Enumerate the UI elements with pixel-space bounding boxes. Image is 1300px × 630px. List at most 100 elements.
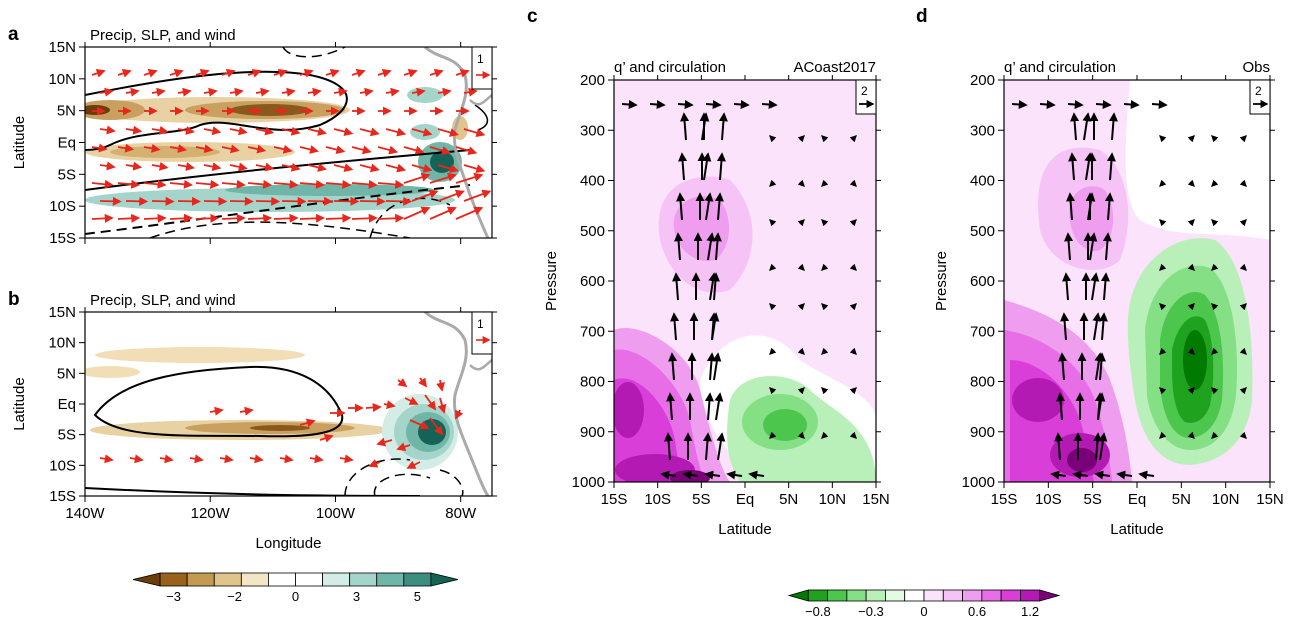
vector-arrow [1187, 387, 1195, 395]
vector-arrow [404, 396, 419, 405]
y-tick-label: 5S [58, 427, 76, 444]
vector-arrow [307, 163, 327, 172]
vector-arrow [700, 112, 710, 141]
vector-arrow [1098, 432, 1108, 461]
y-tick-label: 15N [48, 304, 76, 321]
vector-arrow [797, 263, 805, 271]
y-tick-label: 900 [580, 424, 605, 441]
vector-arrow [677, 99, 694, 109]
wind-vectors [99, 377, 464, 469]
vector-arrow [1082, 112, 1092, 141]
vector-arrow [309, 454, 324, 464]
vector-arrow [247, 213, 273, 223]
vector-arrow [397, 378, 408, 388]
vector-arrow [674, 232, 684, 261]
vector-arrow [125, 196, 149, 206]
vector-arrow [377, 69, 392, 78]
vector-arrow [849, 431, 857, 439]
panel-c: c q’ and circulation ACoast2017 2 15S 1 [527, 6, 890, 538]
vector-arrow [1159, 219, 1167, 227]
y-tick-label: 5N [57, 103, 76, 120]
colorbar-swatch [403, 572, 432, 587]
panel-d-title-right: Obs [1242, 59, 1270, 76]
q-anomaly-core [1183, 330, 1207, 390]
slp-contour-negative [282, 47, 346, 58]
x-tick-label: 120W [191, 505, 231, 522]
vector-arrow [177, 196, 201, 206]
vector-arrow [821, 347, 829, 355]
vector-arrow [325, 179, 352, 189]
vector-arrow [229, 126, 248, 136]
vector-arrow [706, 232, 716, 261]
precip-dry-band [85, 366, 140, 378]
vector-arrow [351, 145, 372, 155]
colorbar-end [787, 589, 809, 602]
vector-arrow [1095, 99, 1112, 109]
vector-arrow [409, 419, 430, 430]
vector-arrow [455, 206, 484, 220]
vector-arrow [429, 172, 457, 184]
y-axis-label: Pressure [543, 251, 560, 311]
ref-vector-value: 2 [861, 84, 868, 98]
vector-arrow [436, 379, 446, 392]
vector-arrow [385, 163, 407, 173]
x-tick-label: 10S [1035, 491, 1062, 508]
vector-arrow [351, 213, 378, 223]
vector-arrow [821, 387, 829, 395]
vector-arrow [1211, 263, 1219, 271]
x-tick-label: Eq [1128, 491, 1146, 508]
vector-arrow [385, 127, 407, 137]
y-tick-label: 700 [970, 323, 995, 340]
vector-arrow [249, 454, 264, 464]
vector-arrow [203, 196, 228, 206]
vector-arrow [221, 179, 246, 189]
vector-arrow [299, 418, 316, 428]
vector-arrow [151, 125, 169, 135]
vector-arrow [229, 87, 244, 97]
vector-arrow [437, 164, 459, 173]
vector-arrow [1068, 152, 1078, 181]
colorbar-swatch [159, 572, 188, 587]
vector-arrow [769, 179, 777, 187]
vector-arrow [849, 303, 857, 311]
vector-arrow [117, 69, 132, 78]
colorbar-swatch [942, 589, 963, 602]
q-anomaly-region [1125, 80, 1270, 240]
q-anomaly-core [1067, 448, 1097, 472]
panel-b-ref-vector: 1 [471, 311, 493, 355]
vector-arrow [1011, 99, 1028, 109]
x-axis-label: Longitude [256, 535, 322, 552]
vector-arrow [239, 406, 254, 416]
vector-arrow [429, 146, 451, 155]
vector-arrow [377, 179, 405, 189]
panel-c-ref-vector: 2 [855, 79, 877, 115]
slp-contour-negative [149, 221, 411, 238]
vector-arrow [169, 144, 187, 153]
y-tick-label: Eq [58, 396, 76, 413]
vector-arrow [1092, 432, 1102, 461]
colorbar-swatch [827, 589, 848, 602]
panel-c-axes: 15S 10S 5S Eq 5N 10N 15N 200 300 400 500 600 700 800 9… [543, 72, 890, 538]
y-axis-label: Latitude [11, 377, 28, 430]
vector-arrow [1159, 431, 1167, 439]
panel-a-plot [85, 47, 492, 238]
vector-arrow [333, 196, 360, 206]
vector-arrow [195, 144, 214, 154]
vector-arrow [117, 179, 141, 189]
vector-arrow [664, 432, 674, 461]
vector-arrow [91, 143, 108, 153]
vector-arrow [1211, 135, 1219, 143]
vector-arrow [849, 179, 857, 187]
colorbar-label: 1.2 [1021, 604, 1039, 619]
vector-arrow [1211, 303, 1219, 311]
vector-arrow [429, 417, 444, 436]
wind-vectors [91, 69, 492, 223]
vector-arrow [1060, 312, 1070, 341]
y-tick-label: 900 [970, 424, 995, 441]
precip-dry-band [110, 146, 220, 158]
colorbar-label: −2 [227, 589, 242, 604]
vector-arrow [702, 432, 712, 461]
y-tick-label: 200 [970, 72, 995, 89]
vector-arrow [143, 179, 167, 189]
panel-a-axes: 15N 10N 5N Eq 5S 10S 15S Latitude [11, 39, 497, 247]
